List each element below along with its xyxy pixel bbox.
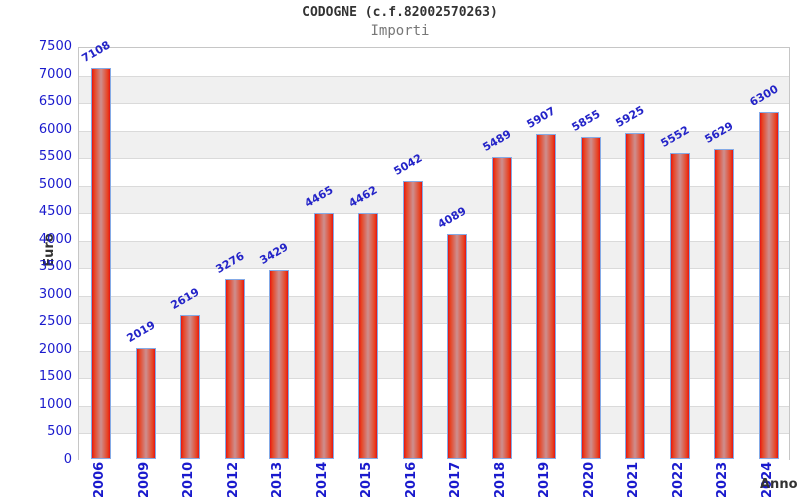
bar	[536, 133, 557, 459]
y-tick-label: 4000	[38, 231, 72, 247]
x-tick-label: 2009	[136, 461, 152, 498]
plot-area: 7108 2019 2619 3276 3429 4465 4462 5042 4089 5489…	[78, 38, 790, 462]
y-tick-label: 5000	[38, 176, 72, 192]
y-tick-label: 3500	[38, 259, 72, 275]
bar	[313, 213, 334, 459]
y-tick-label: 4500	[38, 204, 72, 220]
bar	[91, 67, 112, 459]
y-tick-label: 5500	[38, 149, 72, 165]
bar	[714, 149, 735, 459]
y-tick-label: 6500	[38, 94, 72, 110]
gridline-stripe	[79, 103, 789, 132]
x-tick-label: 2018	[492, 461, 508, 498]
x-tick-label: 2022	[670, 461, 686, 498]
x-tick-label: 2023	[715, 461, 731, 498]
bar	[669, 153, 690, 459]
y-tick-label: 7500	[38, 39, 72, 54]
x-tick-label: 2010	[181, 461, 197, 498]
x-tick-label: 2020	[581, 461, 597, 498]
x-tick-label: 2021	[626, 461, 642, 498]
gridline-stripe	[79, 48, 789, 76]
x-tick-label: 2016	[403, 461, 419, 498]
x-tick-label: 2006	[92, 461, 108, 498]
bar	[135, 347, 156, 459]
x-tick-label: 2014	[314, 461, 330, 498]
x-tick-label: 2012	[225, 461, 241, 498]
bar	[180, 314, 201, 459]
bar	[402, 181, 423, 459]
x-tick-label: 2017	[448, 461, 464, 498]
y-tick-label: 2500	[38, 314, 72, 330]
bar	[358, 213, 379, 459]
x-tick-label: 2015	[359, 461, 375, 498]
chart-subtitle: Importi	[370, 23, 430, 39]
bar	[758, 112, 779, 459]
y-tick-label: 6000	[38, 121, 72, 137]
bar	[224, 278, 245, 459]
bar	[447, 233, 468, 459]
x-tick-label: 2019	[537, 461, 553, 498]
x-axis-title: Anno	[760, 477, 798, 492]
bar	[491, 156, 512, 459]
y-tick-label: 500	[47, 424, 72, 440]
bar	[625, 132, 646, 459]
bar	[269, 270, 290, 459]
y-tick-label: 2000	[38, 341, 72, 357]
y-tick-label: 1500	[38, 369, 72, 385]
x-tick-label: 2013	[270, 461, 286, 498]
y-tick-label: 7000	[38, 66, 72, 82]
y-tick-label: 0	[63, 452, 72, 467]
gridline-stripe	[79, 75, 789, 105]
chart-title: CODOGNE (c.f.82002570263)	[302, 5, 498, 20]
bar	[580, 136, 601, 459]
y-tick-label: 3000	[38, 286, 72, 302]
y-tick-label: 1000	[38, 396, 72, 412]
